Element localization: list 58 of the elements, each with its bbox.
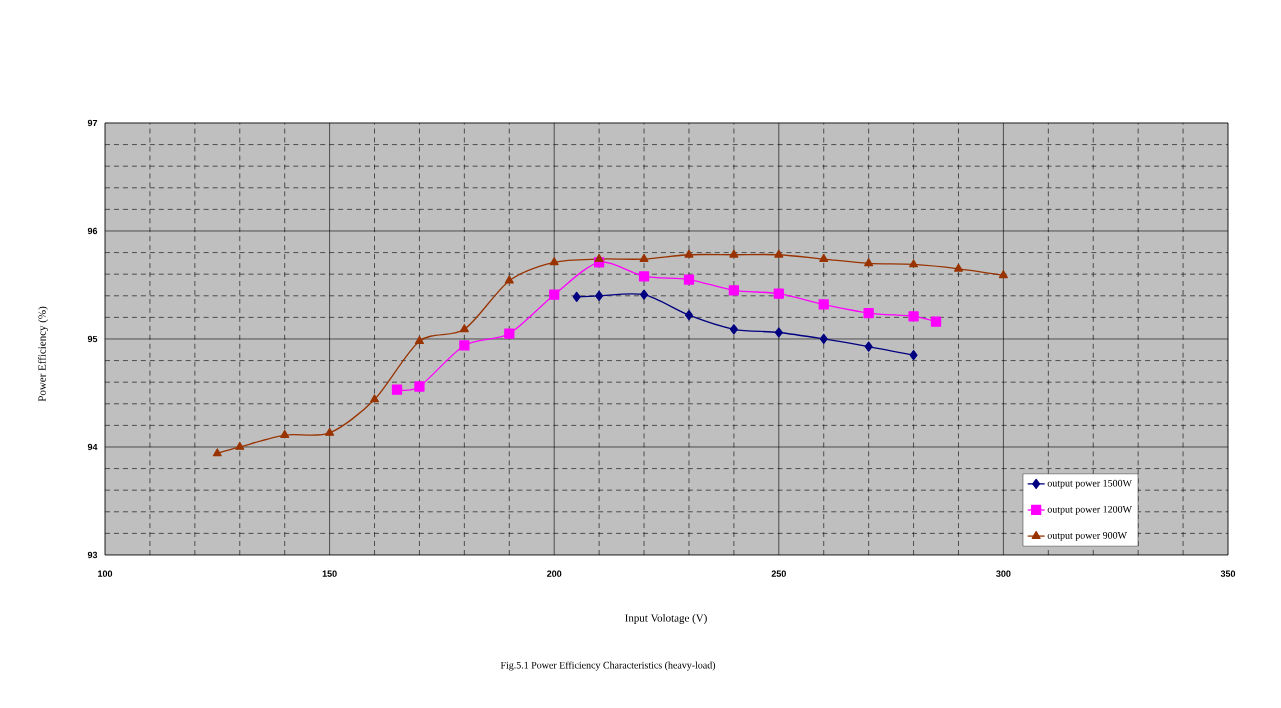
point	[728, 285, 740, 296]
point	[640, 289, 649, 300]
point	[639, 253, 649, 262]
point	[370, 394, 380, 403]
point	[908, 311, 919, 322]
y-tick-label: 97	[87, 119, 98, 127]
point	[909, 350, 918, 361]
point	[729, 324, 738, 335]
point	[909, 259, 919, 268]
x-tick-label: 100	[98, 570, 113, 577]
x-tick-label: 150	[322, 570, 337, 577]
point	[325, 427, 335, 436]
point	[930, 316, 942, 327]
point	[235, 441, 245, 450]
point	[549, 289, 560, 300]
point	[819, 333, 828, 345]
point	[280, 429, 290, 438]
text: Fig.5.1 Power Efficiency Characteristics (heavy-load)	[500, 661, 716, 671]
y-axis-title: Power Efficiency (%)	[37, 306, 49, 402]
point	[684, 310, 693, 321]
point	[549, 257, 559, 266]
point	[774, 327, 783, 338]
point	[638, 271, 650, 282]
x-axis-title: Input Volotage (V)	[625, 614, 707, 624]
point	[864, 258, 874, 267]
y-tick-label: 93	[87, 551, 98, 559]
point	[774, 249, 784, 258]
x-tick-label: 250	[771, 570, 786, 577]
x-tick-label: 350	[1220, 570, 1236, 577]
point	[459, 340, 470, 351]
point	[595, 290, 604, 301]
point	[863, 307, 874, 319]
point	[683, 274, 695, 285]
point	[684, 249, 694, 258]
y-tick-label: 94	[87, 443, 98, 451]
point	[594, 253, 604, 262]
legend-label: output power 1200W	[1047, 505, 1132, 515]
point	[998, 270, 1008, 279]
point	[212, 448, 222, 457]
point	[819, 253, 829, 262]
point	[504, 328, 515, 339]
x-tick-label: 200	[547, 570, 562, 577]
point	[572, 291, 581, 302]
y-tick-label: 96	[87, 227, 98, 235]
point	[773, 288, 784, 299]
point	[391, 384, 403, 395]
point	[818, 299, 829, 310]
point	[729, 249, 739, 258]
x-tick-label: 300	[996, 570, 1011, 577]
point	[864, 341, 873, 352]
point	[414, 381, 425, 392]
y-tick-label: 95	[87, 335, 98, 343]
legend-label: output power 1500W	[1047, 479, 1132, 489]
point	[459, 324, 469, 333]
point	[414, 336, 424, 345]
legend-label: output power 900W	[1047, 532, 1127, 541]
point	[504, 275, 514, 284]
point	[953, 263, 964, 272]
